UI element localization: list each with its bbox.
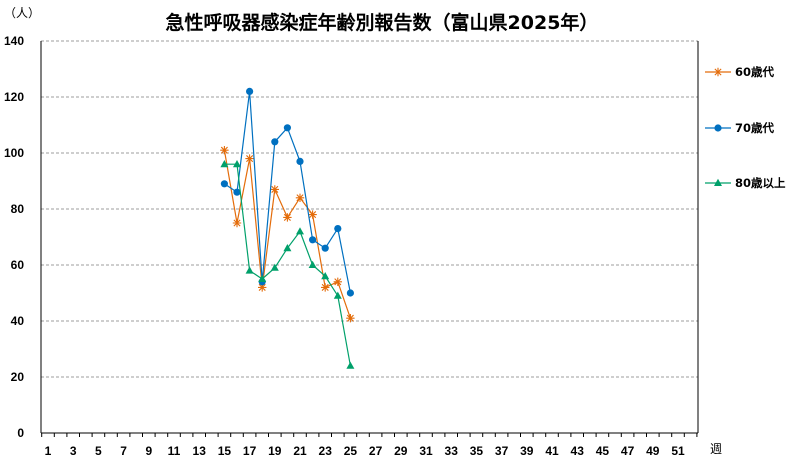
x-tick-label-21: 21 <box>293 444 307 458</box>
x-tick-label-33: 33 <box>445 444 459 458</box>
x-tick-labels: 1 3 5 7 9 11 13 15 17 19 21 23 25 27 29 31 33 35 37 39 41 43 4… <box>45 444 685 458</box>
x-tick-label-31: 31 <box>419 444 433 458</box>
series-1-point-week-24 <box>333 277 342 286</box>
x-tick-label-13: 13 <box>193 444 207 458</box>
y-tick-label-120: 120 <box>4 90 24 104</box>
legend-marker-2 <box>714 124 722 132</box>
y-tick-labels: 0 20 40 60 80 100 120 140 <box>4 34 24 440</box>
y-tick-label-100: 100 <box>4 146 24 160</box>
series-3-point-week-24 <box>333 291 342 299</box>
legend-item-2: 70歳代 <box>705 121 775 135</box>
series-3-point-week-25 <box>346 361 355 369</box>
grid-lines <box>41 40 698 378</box>
x-tick-label-41: 41 <box>545 444 559 458</box>
legend: 60歳代 70歳代 80歳以上 <box>705 65 786 190</box>
series-3-point-week-19 <box>270 263 279 271</box>
series-1-point-week-23 <box>321 283 330 292</box>
series-3-point-week-18 <box>258 274 267 282</box>
legend-item-1: 60歳代 <box>705 65 775 79</box>
series-3-point-week-16 <box>233 160 241 168</box>
series-3-point-week-15 <box>220 160 229 168</box>
x-tick-label-47: 47 <box>621 444 635 458</box>
x-tick-label-27: 27 <box>369 444 383 458</box>
x-tick-label-43: 43 <box>571 444 585 458</box>
series-3-point-week-23 <box>321 272 330 280</box>
series-2-point-week-20 <box>283 124 291 132</box>
series-2-point-week-25 <box>346 289 354 297</box>
series-2-point-week-22 <box>309 236 317 244</box>
series-2-point-week-24 <box>334 225 342 233</box>
series-2-point-week-16 <box>233 188 241 196</box>
series-1 <box>220 146 355 323</box>
y-tick-label-60: 60 <box>11 258 25 272</box>
x-tick-label-51: 51 <box>671 444 685 458</box>
x-tick-label-17: 17 <box>243 444 257 458</box>
series-3-point-week-17 <box>245 266 254 274</box>
series-3-point-week-20 <box>283 244 292 252</box>
x-tick-label-25: 25 <box>344 444 358 458</box>
series-1-point-week-16 <box>232 218 242 228</box>
x-tick-label-49: 49 <box>646 444 660 458</box>
y-axis-unit: （人） <box>4 6 40 20</box>
series-3-point-week-22 <box>308 260 317 268</box>
x-tick-label-45: 45 <box>596 444 610 458</box>
x-tick-label-7: 7 <box>120 444 127 458</box>
chart-title: 急性呼吸器感染症年齢別報告数（富山県2025年） <box>166 11 599 34</box>
y-tick-label-140: 140 <box>4 34 24 48</box>
series-3-point-week-21 <box>296 227 304 235</box>
x-tick-label-1: 1 <box>45 444 52 458</box>
series-1-point-week-18 <box>258 283 267 292</box>
legend-label-3: 80歳以上 <box>735 176 786 190</box>
x-axis-label: 週 <box>710 442 722 456</box>
x-tick-label-19: 19 <box>268 444 282 458</box>
x-tick-label-3: 3 <box>70 444 77 458</box>
x-tick-label-39: 39 <box>520 444 534 458</box>
y-tick-label-0: 0 <box>17 426 24 440</box>
x-tick-label-23: 23 <box>319 444 333 458</box>
series-1-point-week-15 <box>220 146 229 155</box>
legend-marker-3 <box>714 178 722 186</box>
series-1-point-week-20 <box>283 213 292 222</box>
series-2-point-week-21 <box>296 157 304 165</box>
series-1-point-week-25 <box>346 314 355 323</box>
legend-marker-1 <box>713 67 723 77</box>
y-tick-label-20: 20 <box>11 370 25 384</box>
series-2-point-week-17 <box>246 87 254 95</box>
series-2-point-week-15 <box>220 180 228 188</box>
series-2 <box>220 87 354 297</box>
series-1-point-week-21 <box>295 193 305 202</box>
x-tick-label-37: 37 <box>495 444 509 458</box>
legend-label-1: 60歳代 <box>735 65 775 79</box>
x-tick-label-5: 5 <box>95 444 102 458</box>
legend-item-3: 80歳以上 <box>705 176 786 190</box>
series-3 <box>220 160 355 369</box>
x-tick-label-15: 15 <box>218 444 232 458</box>
series-2-point-week-19 <box>271 138 279 146</box>
series-2-point-week-23 <box>321 244 329 252</box>
y-tick-label-40: 40 <box>11 314 25 328</box>
x-tick-label-9: 9 <box>145 444 152 458</box>
x-tick-label-11: 11 <box>168 444 181 458</box>
x-tick-label-29: 29 <box>394 444 408 458</box>
series-1-line <box>223 150 351 319</box>
y-tick-label-80: 80 <box>11 202 25 216</box>
series-1-point-week-19 <box>270 185 279 194</box>
series-1-point-week-17 <box>245 154 254 163</box>
series-layer <box>220 87 355 369</box>
x-tick-label-35: 35 <box>470 444 484 458</box>
axes <box>40 41 699 437</box>
series-1-point-week-22 <box>308 210 317 219</box>
legend-label-2: 70歳代 <box>735 121 775 135</box>
